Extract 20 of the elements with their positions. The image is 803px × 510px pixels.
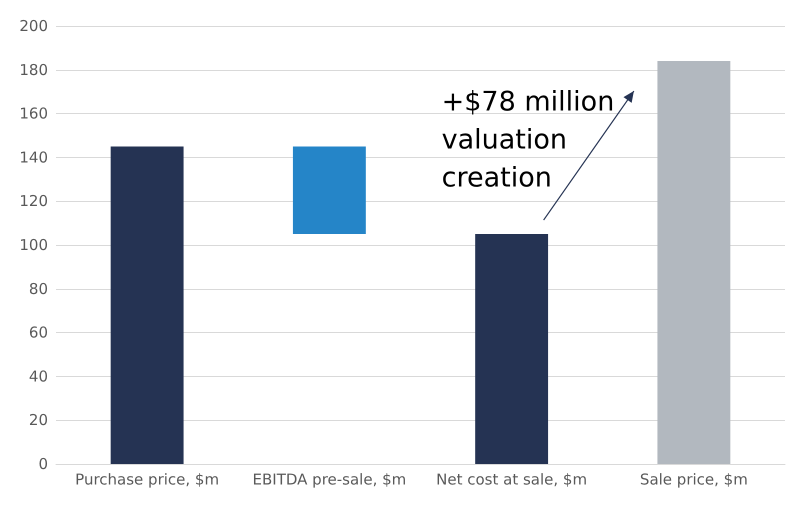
bar [657,61,730,464]
bar [292,146,366,234]
y-tick-label: 200 [19,17,48,35]
y-tick-label: 80 [28,280,48,298]
y-tick-label: 20 [28,411,48,430]
y-tick-label: 60 [28,324,48,342]
y-tick-label: 100 [19,236,48,254]
y-tick-label: 160 [19,104,48,123]
bar [110,146,184,464]
y-tick-label: 140 [19,148,48,166]
x-tick-label: Sale price, $m [640,470,748,488]
y-tick-label: 0 [38,455,48,473]
x-tick-label: EBITDA pre-sale, $m [252,470,406,488]
y-tick-label: 40 [28,367,48,386]
bar [475,234,548,464]
x-tick-label: Net cost at sale, $m [436,470,588,488]
y-tick-label: 120 [19,192,48,210]
annotation: +$78 million valuation creation [442,86,623,194]
y-tick-label: 180 [19,60,48,79]
x-tick-label: Purchase price, $m [75,470,220,488]
